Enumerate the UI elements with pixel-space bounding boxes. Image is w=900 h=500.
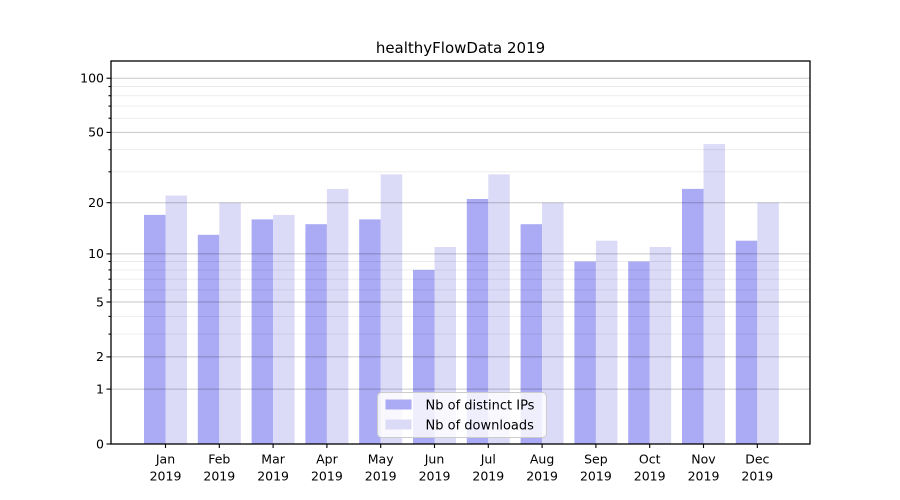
legend-label-downloads: Nb of downloads bbox=[426, 419, 535, 434]
bar-downloads-feb bbox=[219, 202, 241, 444]
bar-ips-mar bbox=[251, 219, 274, 444]
bar-ips-dec bbox=[735, 240, 758, 444]
x-tick-label-month: Dec bbox=[745, 452, 769, 467]
x-tick-label-month: Apr bbox=[316, 452, 338, 467]
bar-ips-nov bbox=[682, 188, 704, 444]
x-tick-label-year: 2019 bbox=[365, 469, 397, 484]
plot-frame bbox=[110, 60, 811, 445]
y-tick-label: 20 bbox=[88, 195, 104, 210]
x-tick-label-month: Jul bbox=[480, 452, 496, 467]
x-tick-label-year: 2019 bbox=[419, 469, 451, 484]
x-tick-label-month: Jan bbox=[155, 452, 175, 467]
bar-ips-sep bbox=[574, 261, 596, 444]
bar-ips-jul bbox=[466, 199, 489, 444]
x-tick-label-year: 2019 bbox=[311, 469, 343, 484]
bar-ips-aug bbox=[520, 224, 543, 444]
x-tick-label-year: 2019 bbox=[580, 469, 612, 484]
x-tick-label-year: 2019 bbox=[203, 469, 235, 484]
gridlines-group bbox=[111, 77, 810, 390]
bar-ips-feb bbox=[197, 234, 220, 444]
y-tick-label: 5 bbox=[96, 294, 104, 309]
bar-ips-may bbox=[359, 219, 381, 444]
x-tick-label-month: Sep bbox=[584, 452, 608, 467]
bar-ips-apr bbox=[305, 224, 327, 444]
x-tick-label-month: Mar bbox=[261, 452, 285, 467]
x-tick-label-month: Feb bbox=[208, 452, 230, 467]
bar-ips-jan bbox=[144, 214, 166, 444]
y-tick-label: 0 bbox=[96, 436, 104, 451]
bar-downloads-aug bbox=[542, 202, 564, 444]
bar-ips-oct bbox=[628, 261, 650, 444]
x-tick-label-year: 2019 bbox=[526, 469, 558, 484]
legend-label-distinct-ips: Nb of distinct IPs bbox=[426, 399, 535, 414]
y-tick-label: 100 bbox=[80, 71, 104, 86]
x-tick-label-year: 2019 bbox=[150, 469, 182, 484]
x-tick-label-year: 2019 bbox=[634, 469, 666, 484]
bar-downloads-nov bbox=[703, 144, 725, 444]
bar-downloads-mar bbox=[273, 214, 295, 444]
bar-downloads-may bbox=[380, 174, 403, 444]
y-tick-label: 2 bbox=[96, 349, 104, 364]
axes-group bbox=[106, 60, 811, 448]
x-tick-label-year: 2019 bbox=[257, 469, 289, 484]
chart-title: healthyFlowData 2019 bbox=[376, 39, 545, 57]
x-tick-label-month: Jun bbox=[424, 452, 445, 467]
bar-downloads-jul bbox=[488, 174, 510, 444]
tick-labels-group: 1005020105210Jan2019Feb2019Mar2019Apr201… bbox=[80, 71, 773, 484]
bar-downloads-apr bbox=[326, 188, 349, 444]
x-tick-label-month: May bbox=[368, 452, 394, 467]
x-tick-label-year: 2019 bbox=[688, 469, 720, 484]
legend-box bbox=[377, 392, 547, 438]
legend-swatch-distinct-ips bbox=[385, 399, 412, 410]
bars-group bbox=[144, 144, 779, 444]
x-tick-label-month: Aug bbox=[530, 452, 554, 467]
bar-downloads-dec bbox=[757, 202, 779, 444]
x-tick-label-year: 2019 bbox=[472, 469, 504, 484]
x-tick-label-month: Oct bbox=[639, 452, 661, 467]
x-tick-label-year: 2019 bbox=[741, 469, 773, 484]
y-tick-label: 10 bbox=[88, 246, 104, 261]
legend-swatch-downloads bbox=[385, 419, 412, 430]
bar-downloads-jan bbox=[165, 195, 187, 444]
legend: Nb of distinct IPs Nb of downloads bbox=[377, 392, 547, 438]
x-tick-label-month: Nov bbox=[691, 452, 716, 467]
y-tick-label: 50 bbox=[88, 125, 104, 140]
y-tick-label: 1 bbox=[96, 381, 104, 396]
bar-downloads-oct bbox=[649, 247, 672, 444]
bar-downloads-sep bbox=[595, 240, 618, 444]
